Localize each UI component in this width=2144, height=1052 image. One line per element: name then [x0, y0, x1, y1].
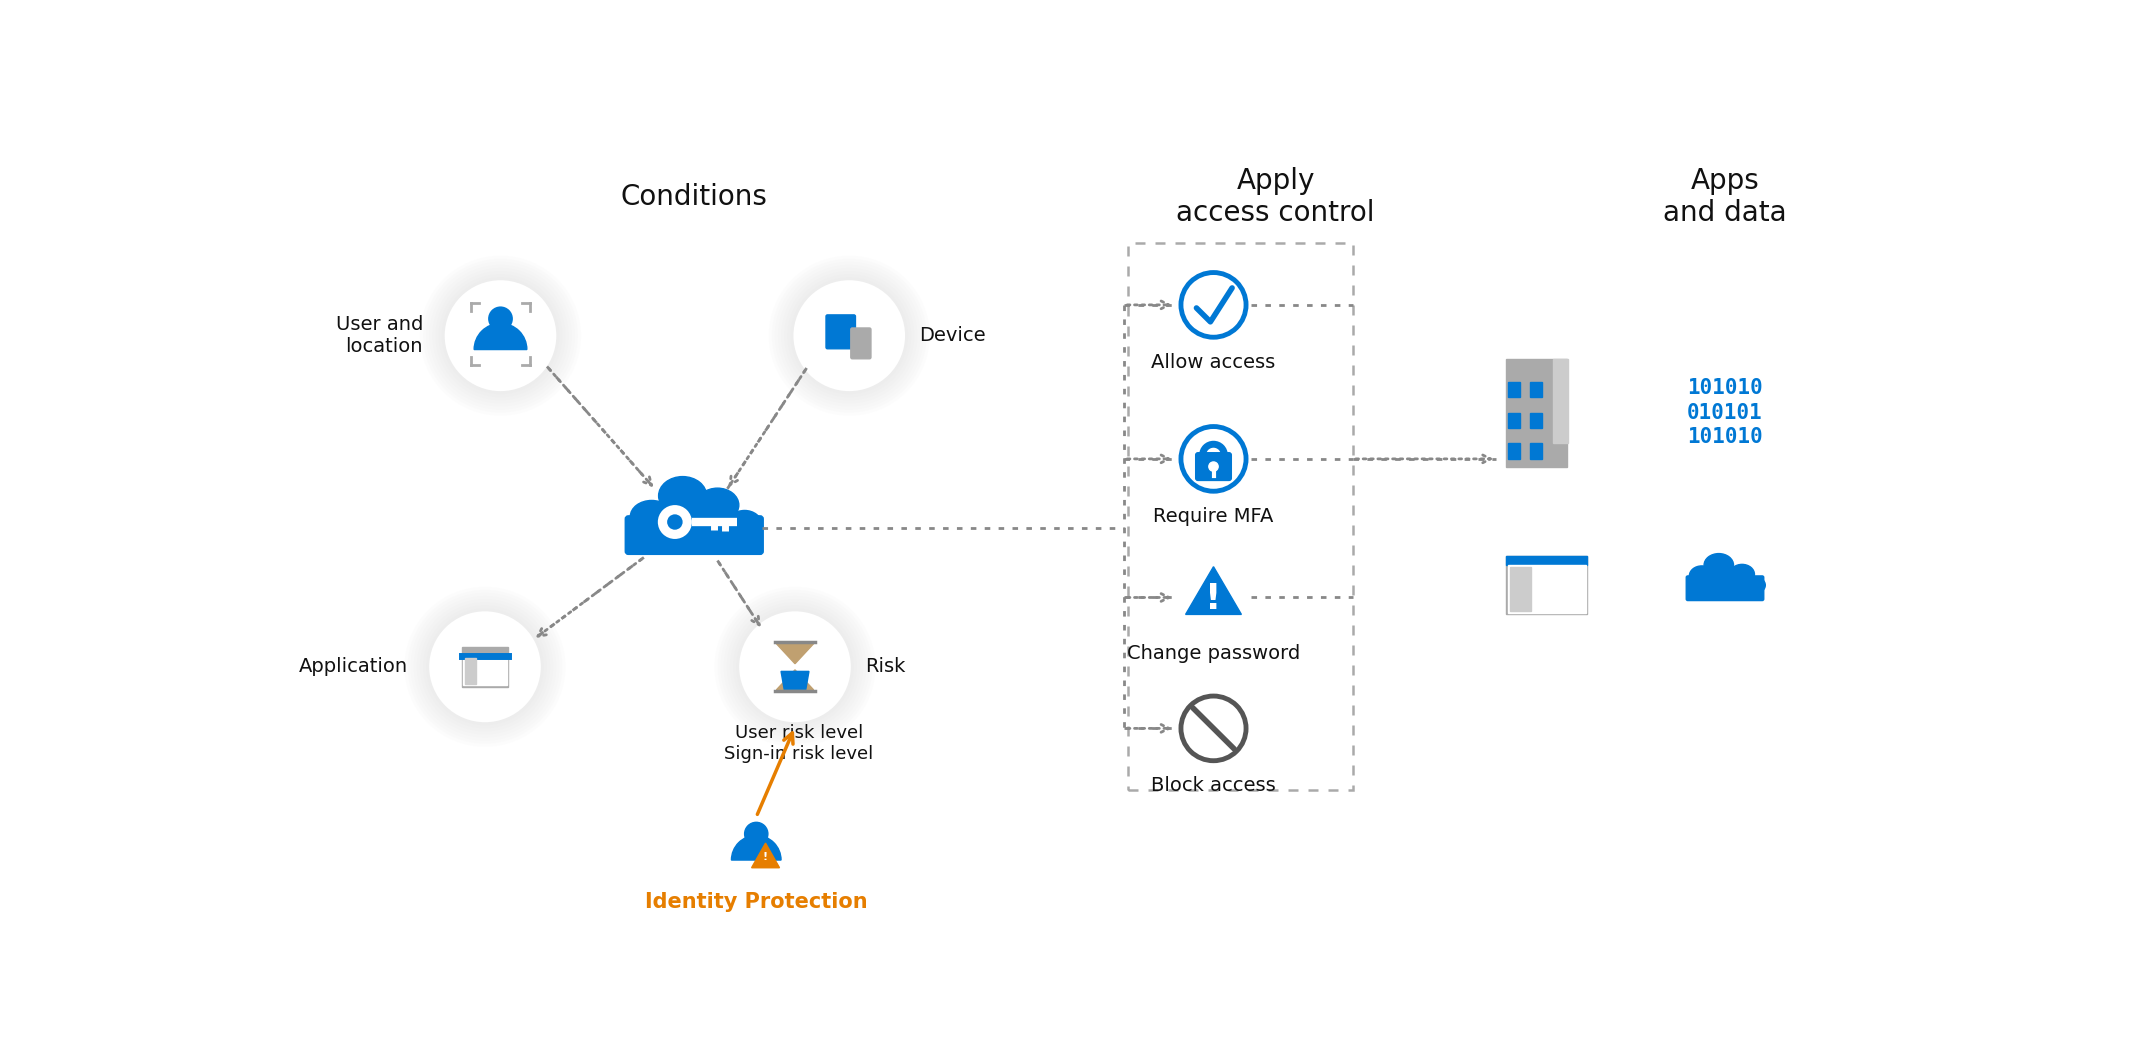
FancyBboxPatch shape: [626, 515, 763, 554]
Text: Apply
access control: Apply access control: [1177, 167, 1374, 227]
Text: Identity Protection: Identity Protection: [645, 892, 868, 912]
Polygon shape: [776, 644, 813, 664]
Text: Risk: Risk: [864, 658, 905, 676]
Ellipse shape: [630, 501, 673, 532]
Circle shape: [416, 599, 553, 734]
FancyBboxPatch shape: [825, 315, 855, 349]
FancyBboxPatch shape: [1529, 412, 1542, 428]
Circle shape: [714, 587, 875, 747]
Circle shape: [429, 265, 572, 406]
Circle shape: [435, 271, 566, 401]
Circle shape: [729, 602, 860, 731]
Circle shape: [442, 277, 560, 394]
Circle shape: [787, 275, 911, 398]
Circle shape: [422, 605, 547, 728]
Circle shape: [727, 599, 864, 734]
Ellipse shape: [697, 488, 740, 522]
Text: Block access: Block access: [1151, 776, 1276, 795]
Text: Require MFA: Require MFA: [1153, 507, 1274, 526]
FancyBboxPatch shape: [1507, 565, 1587, 613]
FancyBboxPatch shape: [1509, 567, 1531, 611]
Ellipse shape: [1704, 553, 1734, 576]
FancyBboxPatch shape: [851, 328, 870, 359]
FancyBboxPatch shape: [1552, 359, 1569, 444]
Circle shape: [791, 277, 909, 394]
Circle shape: [1209, 462, 1218, 471]
Text: !: !: [1205, 582, 1222, 616]
Text: Change password: Change password: [1128, 644, 1299, 663]
Wedge shape: [474, 323, 527, 349]
Circle shape: [1181, 696, 1246, 761]
Circle shape: [658, 505, 693, 539]
Circle shape: [407, 590, 562, 744]
FancyBboxPatch shape: [1529, 444, 1542, 459]
Circle shape: [440, 275, 562, 398]
FancyBboxPatch shape: [1507, 412, 1520, 428]
Circle shape: [427, 608, 545, 725]
Circle shape: [772, 259, 926, 412]
Ellipse shape: [1743, 576, 1765, 593]
Circle shape: [420, 602, 551, 731]
Ellipse shape: [1689, 566, 1715, 586]
Ellipse shape: [628, 510, 744, 553]
Circle shape: [793, 280, 905, 391]
Text: User risk level
Sign-in risk level: User risk level Sign-in risk level: [725, 725, 873, 763]
Circle shape: [780, 268, 918, 403]
FancyBboxPatch shape: [1507, 359, 1567, 467]
Circle shape: [412, 593, 560, 741]
Circle shape: [420, 256, 581, 416]
Circle shape: [433, 268, 568, 403]
Circle shape: [720, 593, 870, 741]
FancyBboxPatch shape: [1507, 382, 1520, 398]
Circle shape: [429, 611, 540, 723]
Text: Application: Application: [298, 658, 407, 676]
Circle shape: [1181, 272, 1246, 338]
FancyBboxPatch shape: [461, 647, 508, 687]
Circle shape: [770, 256, 930, 416]
Text: Apps
and data: Apps and data: [1664, 167, 1786, 227]
Text: User and
location: User and location: [337, 316, 422, 357]
FancyBboxPatch shape: [465, 658, 476, 684]
Circle shape: [778, 265, 920, 406]
FancyBboxPatch shape: [1507, 555, 1587, 614]
Ellipse shape: [1692, 573, 1758, 598]
Polygon shape: [753, 843, 780, 868]
Circle shape: [718, 590, 873, 744]
Wedge shape: [731, 835, 780, 861]
Circle shape: [725, 595, 866, 737]
Circle shape: [740, 611, 851, 723]
Circle shape: [744, 823, 768, 846]
FancyBboxPatch shape: [463, 656, 506, 685]
Circle shape: [774, 262, 924, 409]
Circle shape: [427, 262, 575, 409]
Polygon shape: [776, 670, 813, 690]
Circle shape: [422, 259, 579, 412]
Circle shape: [735, 608, 853, 725]
Circle shape: [414, 595, 555, 737]
FancyBboxPatch shape: [1196, 452, 1231, 481]
Text: Conditions: Conditions: [622, 183, 768, 211]
Polygon shape: [780, 671, 808, 689]
Circle shape: [785, 271, 913, 401]
FancyBboxPatch shape: [1507, 444, 1520, 459]
Text: !: !: [763, 852, 768, 862]
Ellipse shape: [727, 510, 761, 539]
FancyBboxPatch shape: [1507, 555, 1587, 565]
Text: Device: Device: [920, 326, 986, 345]
FancyBboxPatch shape: [1529, 382, 1542, 398]
Circle shape: [667, 514, 682, 530]
Circle shape: [1181, 426, 1246, 491]
Text: 101010
010101
101010: 101010 010101 101010: [1687, 378, 1762, 447]
FancyBboxPatch shape: [1685, 575, 1765, 601]
Text: Allow access: Allow access: [1151, 352, 1276, 371]
Ellipse shape: [658, 477, 708, 515]
Circle shape: [733, 605, 858, 728]
Circle shape: [405, 587, 566, 747]
Polygon shape: [1186, 567, 1241, 614]
Circle shape: [489, 306, 512, 331]
Circle shape: [444, 280, 555, 391]
Ellipse shape: [1730, 564, 1754, 585]
